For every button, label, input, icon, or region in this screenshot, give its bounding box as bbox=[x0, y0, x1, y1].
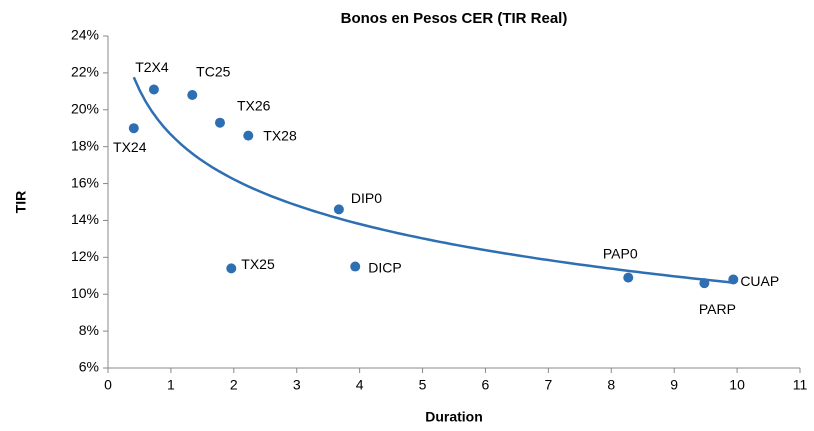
y-tick-label: 18% bbox=[71, 137, 99, 153]
point-label: TX25 bbox=[241, 256, 275, 272]
x-tick-label: 6 bbox=[482, 377, 490, 393]
y-tick-label: 16% bbox=[71, 174, 99, 190]
x-axis-title: Duration bbox=[425, 409, 483, 425]
point-label: TC25 bbox=[196, 64, 230, 80]
y-tick-label: 12% bbox=[71, 248, 99, 264]
x-tick-label: 3 bbox=[293, 377, 301, 393]
point-label: TX28 bbox=[263, 127, 297, 143]
point bbox=[699, 278, 710, 289]
x-tick-label: 10 bbox=[729, 377, 745, 393]
y-tick-label: 6% bbox=[79, 359, 99, 375]
point bbox=[226, 263, 237, 274]
y-tick-label: 8% bbox=[79, 322, 99, 338]
point bbox=[128, 123, 139, 134]
x-tick-label: 1 bbox=[167, 377, 175, 393]
x-tick-label: 4 bbox=[356, 377, 364, 393]
x-tick-label: 9 bbox=[670, 377, 678, 393]
point-label: PAP0 bbox=[603, 245, 638, 261]
y-tick-label: 10% bbox=[71, 285, 99, 301]
y-tick-label: 22% bbox=[71, 64, 99, 80]
y-tick-label: 24% bbox=[71, 27, 99, 43]
trendline bbox=[132, 76, 734, 284]
y-axis-title: TIR bbox=[13, 191, 29, 214]
point-label: TX24 bbox=[113, 139, 147, 155]
x-tick-label: 5 bbox=[419, 377, 427, 393]
point-label: T2X4 bbox=[135, 59, 169, 75]
point bbox=[623, 272, 634, 283]
point bbox=[728, 274, 739, 285]
point bbox=[243, 130, 254, 141]
chart-title: Bonos en Pesos CER (TIR Real) bbox=[341, 10, 568, 27]
x-tick-label: 2 bbox=[230, 377, 238, 393]
point bbox=[148, 84, 159, 95]
x-tick-label: 8 bbox=[607, 377, 615, 393]
x-tick-label: 0 bbox=[104, 377, 112, 393]
point-label: TX26 bbox=[237, 97, 271, 113]
point bbox=[333, 204, 344, 215]
point-label: DIP0 bbox=[351, 190, 382, 206]
point bbox=[187, 90, 198, 101]
x-tick-label: 11 bbox=[793, 377, 808, 393]
point-label: PARP bbox=[699, 301, 736, 317]
x-tick-label: 7 bbox=[544, 377, 552, 393]
point-label: CUAP bbox=[740, 273, 779, 289]
point-label: DICP bbox=[368, 259, 401, 275]
point bbox=[214, 117, 225, 128]
point bbox=[350, 261, 361, 272]
y-tick-label: 14% bbox=[71, 211, 99, 227]
y-tick-label: 20% bbox=[71, 100, 99, 116]
